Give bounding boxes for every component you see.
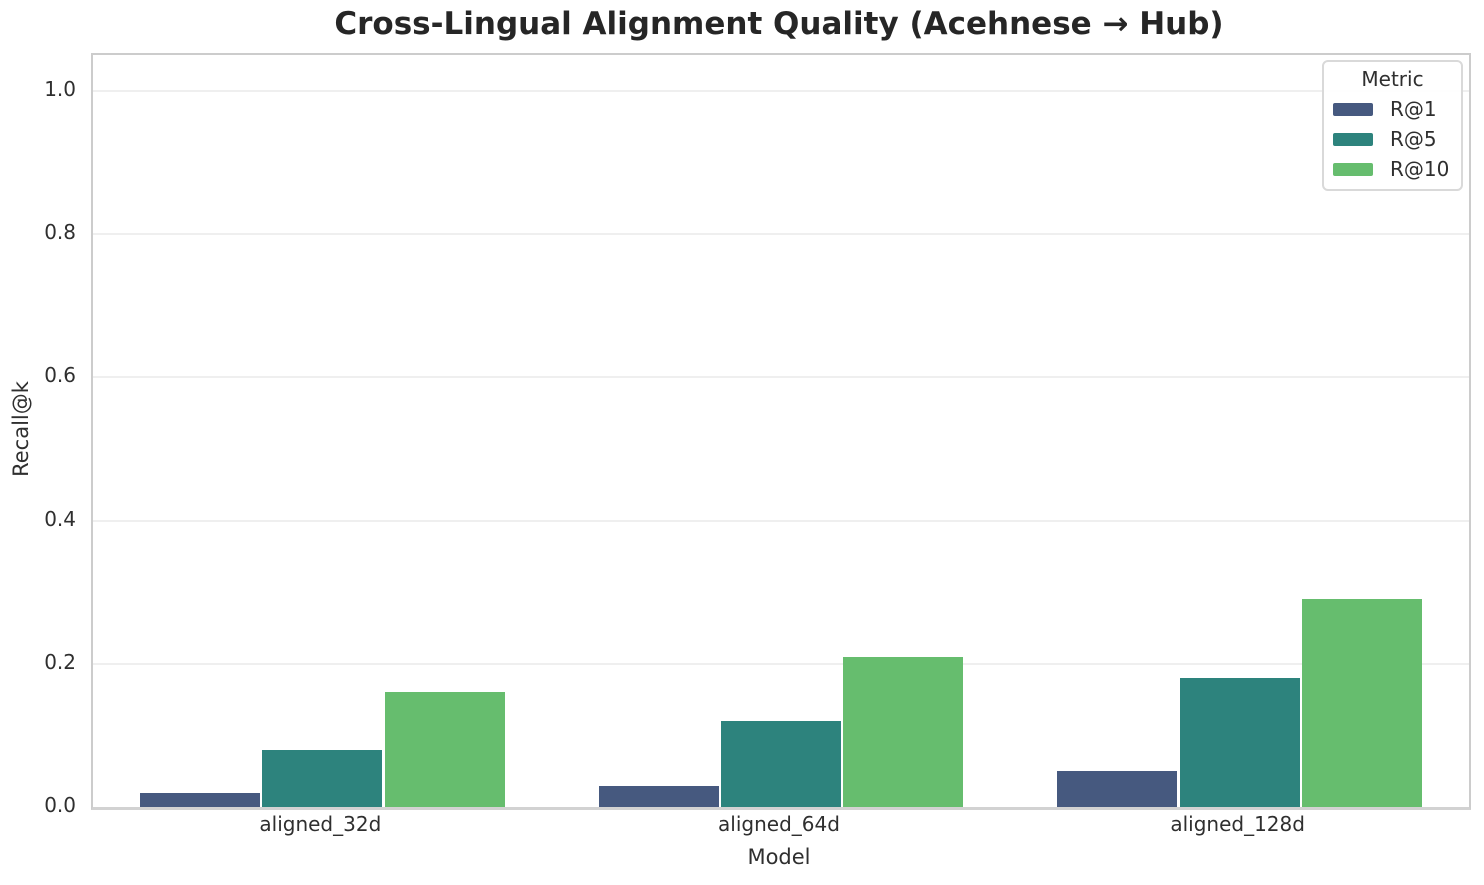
chart-title: Cross-Lingual Alignment Quality (Acehnes… — [334, 6, 1224, 42]
y-axis-label: Recall@k — [9, 381, 33, 477]
x-tick-label: aligned_64d — [718, 812, 840, 836]
legend-item-R@1: R@1 — [1324, 94, 1461, 124]
gridline — [93, 519, 1469, 522]
y-tick-label: 0.8 — [44, 220, 76, 245]
bar-aligned_128d-R@10 — [1301, 599, 1422, 807]
bar-aligned_64d-R@5 — [721, 721, 841, 807]
legend-swatch — [1333, 162, 1373, 176]
x-axis-label: Model — [747, 845, 811, 869]
legend-title: Metric — [1361, 67, 1424, 91]
legend-item-label: R@10 — [1390, 157, 1450, 181]
gridline — [93, 233, 1469, 236]
legend-item-R@10: R@10 — [1324, 154, 1461, 184]
legend: Metric R@1 R@5 R@10 — [1322, 60, 1463, 191]
legend-swatch — [1333, 132, 1373, 146]
y-tick-label: 0.4 — [44, 506, 76, 531]
gridline — [93, 662, 1469, 665]
legend-item-R@5: R@5 — [1324, 124, 1461, 154]
legend-item-label: R@5 — [1390, 127, 1437, 151]
legend-item-label: R@1 — [1390, 97, 1437, 121]
gridline — [93, 376, 1469, 379]
bar-aligned_32d-R@1 — [140, 792, 261, 807]
gridline — [93, 89, 1469, 92]
plot-area — [91, 53, 1471, 810]
bar-aligned_32d-R@10 — [384, 692, 505, 807]
legend-items: R@1 R@5 R@10 — [1324, 94, 1461, 184]
x-tick-label: aligned_32d — [259, 812, 382, 836]
x-tick-label: aligned_128d — [1170, 812, 1305, 836]
bar-aligned_64d-R@1 — [598, 785, 719, 807]
bar-aligned_128d-R@5 — [1179, 678, 1300, 807]
bar-aligned_64d-R@10 — [843, 656, 964, 807]
bar-aligned_32d-R@5 — [262, 749, 383, 807]
y-tick-label: 0.2 — [44, 649, 76, 674]
bar-aligned_128d-R@1 — [1057, 771, 1178, 807]
y-tick-label: 0.6 — [44, 363, 76, 388]
legend-swatch — [1333, 102, 1373, 116]
y-tick-label: 0.0 — [44, 793, 76, 817]
y-tick-label: 1.0 — [44, 76, 76, 101]
